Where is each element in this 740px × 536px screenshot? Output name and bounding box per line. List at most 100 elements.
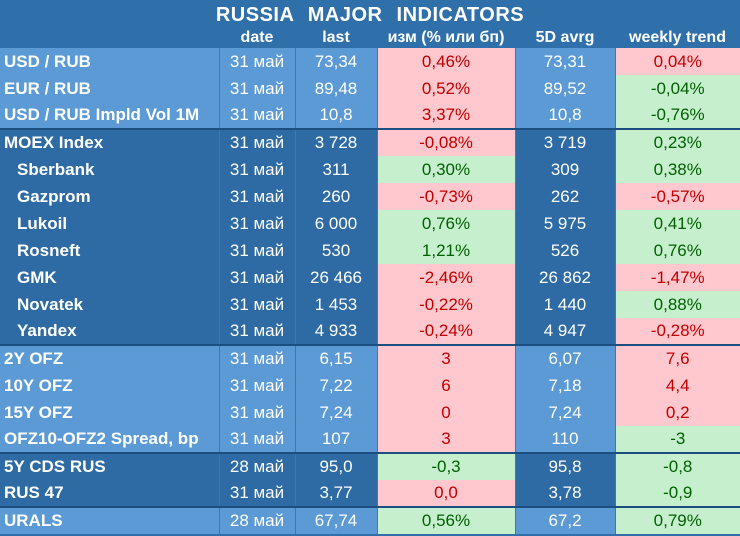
indicator-name-cell: 10Y OFZ [0,372,220,399]
change-cell: 3 [377,426,516,453]
change-cell: 0,46% [377,48,516,75]
five-day-average-cell: 4 947 [515,318,616,345]
indicator-name-cell: GMK [0,264,220,291]
weekly-trend-cell: -0,9 [615,480,740,507]
table-row: EUR / RUB 31 май 89,48 0,52% 89,52 -0,04% [0,75,740,102]
last-value-cell: 6 000 [295,210,378,237]
last-value-cell: 260 [295,183,378,210]
header-change: изм (% или бп) [377,28,515,48]
weekly-trend-cell: 0,79% [615,506,740,534]
five-day-average-cell: 1 440 [515,291,616,318]
header-last: last [295,28,377,48]
weekly-trend-cell: 0,88% [615,291,740,318]
indicator-name-cell: RUS 47 [0,480,220,507]
table-row: 10Y OFZ 31 май 7,22 6 7,18 4,4 [0,372,740,399]
table-row: Yandex 31 май 4 933 -0,24% 4 947 -0,28% [0,318,740,345]
change-cell: 0,30% [377,156,516,183]
change-cell: -0,08% [377,128,516,156]
last-value-cell: 95,0 [295,452,378,480]
change-cell: -0,22% [377,291,516,318]
five-day-average-cell: 89,52 [515,75,616,102]
header-weekly-trend: weekly trend [615,28,740,48]
five-day-average-cell: 7,24 [515,399,616,426]
weekly-trend-cell: 7,6 [615,344,740,372]
date-cell: 28 май [219,452,296,480]
last-value-cell: 73,34 [295,48,378,75]
header-row: date last изм (% или бп) 5D avrg weekly … [0,28,740,48]
weekly-trend-cell: 0,23% [615,128,740,156]
date-cell: 31 май [219,48,296,75]
five-day-average-cell: 10,8 [515,102,616,129]
change-cell: 6 [377,372,516,399]
date-cell: 31 май [219,75,296,102]
change-cell: 3 [377,344,516,372]
indicator-name-cell: Sberbank [0,156,220,183]
header-5d-average: 5D avrg [515,28,615,48]
last-value-cell: 67,74 [295,506,378,534]
change-cell: 3,37% [377,102,516,129]
weekly-trend-cell: -0,8 [615,452,740,480]
last-value-cell: 3,77 [295,480,378,507]
last-value-cell: 10,8 [295,102,378,129]
date-cell: 31 май [219,264,296,291]
last-value-cell: 107 [295,426,378,453]
last-value-cell: 311 [295,156,378,183]
indicator-name-cell: MOEX Index [0,128,220,156]
date-cell: 31 май [219,156,296,183]
sheet-title: RUSSIA MAJOR INDICATORS [0,0,740,28]
date-cell: 31 май [219,318,296,345]
five-day-average-cell: 262 [515,183,616,210]
change-cell: -0,24% [377,318,516,345]
header-date: date [219,28,295,48]
weekly-trend-cell: 0,38% [615,156,740,183]
indicator-name-cell: USD / RUB Impld Vol 1M [0,102,220,129]
table-row: 2Y OFZ 31 май 6,15 3 6,07 7,6 [0,344,740,372]
date-cell: 31 май [219,480,296,507]
weekly-trend-cell: -0,28% [615,318,740,345]
indicator-name-cell: 15Y OFZ [0,399,220,426]
table-row: 5Y CDS RUS 28 май 95,0 -0,3 95,8 -0,8 [0,452,740,480]
date-cell: 31 май [219,399,296,426]
five-day-average-cell: 3,78 [515,480,616,507]
weekly-trend-cell: -0,57% [615,183,740,210]
weekly-trend-cell: -3 [615,426,740,453]
weekly-trend-cell: -0,04% [615,75,740,102]
table-row: OFZ10-OFZ2 Spread, bp 31 май 107 3 110 -3 [0,426,740,453]
table-body: USD / RUB 31 май 73,34 0,46% 73,31 0,04% EUR /… [0,48,740,534]
date-cell: 31 май [219,344,296,372]
five-day-average-cell: 6,07 [515,344,616,372]
weekly-trend-cell: 0,04% [615,48,740,75]
last-value-cell: 4 933 [295,318,378,345]
five-day-average-cell: 110 [515,426,616,453]
weekly-trend-cell: 0,41% [615,210,740,237]
change-cell: -0,3 [377,452,516,480]
five-day-average-cell: 73,31 [515,48,616,75]
indicator-name-cell: OFZ10-OFZ2 Spread, bp [0,426,220,453]
indicator-name-cell: USD / RUB [0,48,220,75]
change-cell: 0,52% [377,75,516,102]
table-row: Sberbank 31 май 311 0,30% 309 0,38% [0,156,740,183]
date-cell: 28 май [219,506,296,534]
last-value-cell: 26 466 [295,264,378,291]
table-row: MOEX Index 31 май 3 728 -0,08% 3 719 0,23% [0,128,740,156]
date-cell: 31 май [219,372,296,399]
indicator-name-cell: Rosneft [0,237,220,264]
last-value-cell: 6,15 [295,344,378,372]
weekly-trend-cell: 4,4 [615,372,740,399]
weekly-trend-cell: -0,76% [615,102,740,129]
table-row: GMK 31 май 26 466 -2,46% 26 862 -1,47% [0,264,740,291]
indicator-name-cell: Novatek [0,291,220,318]
date-cell: 31 май [219,102,296,129]
date-cell: 31 май [219,426,296,453]
change-cell: -0,73% [377,183,516,210]
last-value-cell: 7,24 [295,399,378,426]
date-cell: 31 май [219,291,296,318]
indicator-name-cell: 2Y OFZ [0,344,220,372]
table-row: URALS 28 май 67,74 0,56% 67,2 0,79% [0,506,740,534]
change-cell: 0,76% [377,210,516,237]
weekly-trend-cell: 0,2 [615,399,740,426]
weekly-trend-cell: 0,76% [615,237,740,264]
table-row: USD / RUB Impld Vol 1M 31 май 10,8 3,37% 10,… [0,102,740,129]
change-cell: 0 [377,399,516,426]
five-day-average-cell: 67,2 [515,506,616,534]
